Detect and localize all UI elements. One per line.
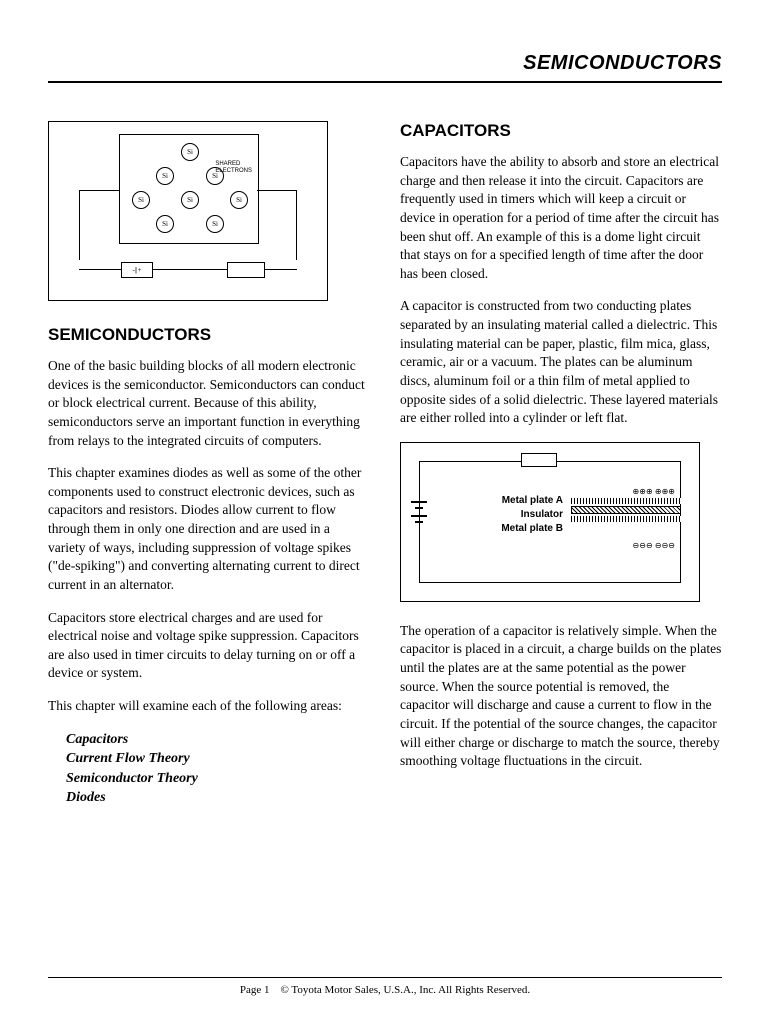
positive-charges: ⊕⊕⊕ ⊕⊕⊕ xyxy=(633,487,675,496)
topic-current-flow: Current Flow Theory xyxy=(66,749,370,769)
shared-electrons-label: SHAREDELECTRONS xyxy=(215,161,252,174)
metal-plate-a xyxy=(571,498,681,504)
left-paragraph-3: Capacitors store electrical charges and … xyxy=(48,609,370,684)
battery-icon: -||+ xyxy=(121,262,153,278)
si-atom-icon: Si xyxy=(206,215,224,233)
two-column-layout: Si Si Si Si Si Si Si Si SHAREDELECTRONS … xyxy=(48,121,722,808)
header-title: SEMICONDUCTORS xyxy=(523,52,722,74)
si-atom-icon: Si xyxy=(181,191,199,209)
insulator-layer xyxy=(571,506,681,514)
switch-icon xyxy=(227,262,265,278)
topic-diodes: Diodes xyxy=(66,788,370,808)
si-atom-icon: Si xyxy=(181,143,199,161)
page-number: Page 1 xyxy=(240,984,270,996)
switch-icon xyxy=(521,453,557,467)
right-paragraph-2: A capacitor is constructed from two cond… xyxy=(400,297,722,427)
topics-list: Capacitors Current Flow Theory Semicondu… xyxy=(66,730,370,808)
topic-semiconductor-theory: Semiconductor Theory xyxy=(66,769,370,789)
si-atom-icon: Si xyxy=(156,167,174,185)
insulator-label: Insulator xyxy=(521,509,563,520)
semiconductors-heading: SEMICONDUCTORS xyxy=(48,325,370,345)
right-column: CAPACITORS Capacitors have the ability t… xyxy=(400,121,722,808)
topic-capacitors: Capacitors xyxy=(66,730,370,750)
capacitor-circuit-diagram: Metal plate A Insulator Metal plate B ⊕⊕… xyxy=(400,442,700,602)
left-paragraph-2: This chapter examines diodes as well as … xyxy=(48,464,370,594)
si-atom-icon: Si xyxy=(132,191,150,209)
si-atom-icon: Si xyxy=(230,191,248,209)
negative-charges: ⊖⊖⊖ ⊖⊖⊖ xyxy=(633,541,675,550)
semiconductor-lattice-diagram: Si Si Si Si Si Si Si Si SHAREDELECTRONS … xyxy=(48,121,328,301)
capacitors-heading: CAPACITORS xyxy=(400,121,722,141)
left-column: Si Si Si Si Si Si Si Si SHAREDELECTRONS … xyxy=(48,121,370,808)
right-paragraph-1: Capacitors have the ability to absorb an… xyxy=(400,153,722,283)
page-header: SEMICONDUCTORS xyxy=(48,52,722,83)
metal-plate-b xyxy=(571,516,681,522)
plate-a-label: Metal plate A xyxy=(502,495,563,506)
plate-b-label: Metal plate B xyxy=(501,523,563,534)
si-atom-icon: Si xyxy=(156,215,174,233)
copyright-text: © Toyota Motor Sales, U.S.A., Inc. All R… xyxy=(280,984,530,996)
left-paragraph-4: This chapter will examine each of the fo… xyxy=(48,697,370,716)
page-footer: Page 1 © Toyota Motor Sales, U.S.A., Inc… xyxy=(48,977,722,996)
right-paragraph-3: The operation of a capacitor is relative… xyxy=(400,622,722,771)
left-paragraph-1: One of the basic building blocks of all … xyxy=(48,357,370,450)
